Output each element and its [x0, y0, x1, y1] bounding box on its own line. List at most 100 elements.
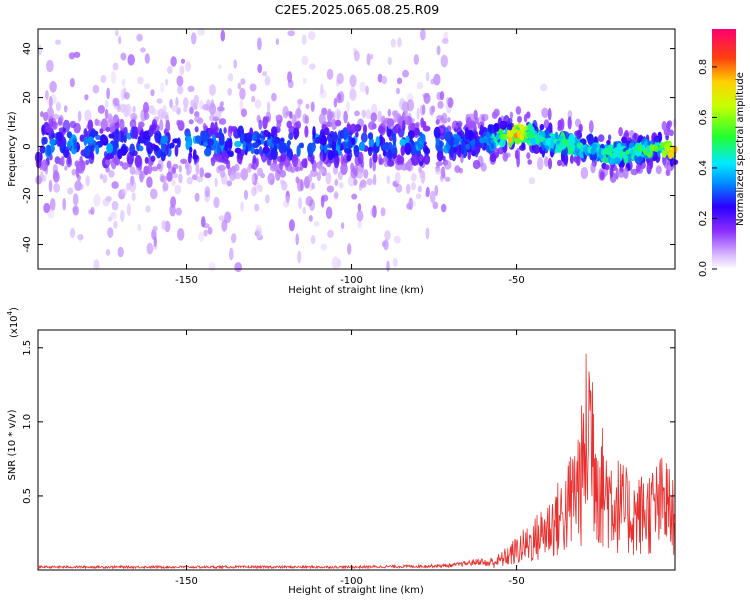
spectrogram-cell: [383, 239, 389, 251]
spectrogram-cell: [392, 133, 397, 145]
spectrogram-x-label: Height of straight line (km): [288, 285, 424, 296]
spectrogram-cell: [396, 87, 400, 95]
spectrogram-cell: [382, 156, 390, 163]
spectrogram-cell: [171, 167, 176, 175]
spectrogram-cell: [289, 111, 293, 119]
spectrogram-cell: [365, 109, 372, 120]
spectrogram-cell: [224, 211, 232, 224]
spectrogram-cell: [387, 56, 392, 66]
spectrogram-cell: [262, 116, 268, 130]
colorbar-tick-label: 0.8: [698, 59, 709, 75]
spectrogram-cell: [262, 71, 268, 77]
spectrogram-cell: [395, 163, 403, 171]
spectrogram-cell: [503, 152, 511, 158]
spectrogram-cell: [441, 118, 448, 124]
spectrogram-cell: [653, 136, 661, 143]
spectrogram-cell: [305, 103, 310, 110]
spectrogram-cell: [533, 144, 540, 154]
spectrogram-cell: [252, 154, 257, 165]
spectrogram-cell: [169, 142, 175, 149]
spectrogram-cell: [465, 143, 471, 150]
spectrogram-cell: [102, 198, 110, 207]
spectrogram-cell: [146, 242, 154, 255]
spectrogram-cell: [517, 115, 522, 123]
spectrogram-cell: [347, 140, 353, 149]
spectrogram-cell: [437, 100, 444, 109]
spectrogram-cell: [175, 207, 182, 216]
spectrogram-cell: [246, 166, 252, 173]
spectrogram-cell: [55, 101, 62, 112]
spectrogram-cell: [73, 139, 77, 150]
spectrogram-cell: [567, 116, 572, 130]
spectrogram-cell: [463, 148, 468, 157]
spectrogram-cell: [422, 125, 431, 132]
spectrogram-cell: [85, 159, 90, 166]
spectrogram-cell: [444, 160, 452, 170]
spectrogram-cell: [180, 58, 186, 64]
spectrogram-cell: [286, 120, 293, 129]
spectrogram-cell: [394, 123, 402, 134]
spectrogram-cell: [527, 159, 532, 165]
spectrogram-cell: [144, 83, 151, 89]
spectrogram-cell: [293, 127, 300, 139]
spectrogram-cell: [351, 137, 356, 146]
spectrogram-cell: [557, 159, 562, 167]
spectrogram-cell: [548, 122, 553, 134]
spectrogram-cell: [161, 143, 166, 153]
spectrogram-cell: [473, 109, 478, 121]
spectrogram-cell: [275, 114, 282, 121]
spectrogram-cell: [346, 100, 350, 112]
spectrogram-cell: [108, 216, 112, 222]
spectrogram-cell: [223, 127, 227, 134]
colorbar-ticks: 0.0 0.2 0.4 0.6 0.8: [698, 59, 717, 277]
spectrogram-cell: [487, 124, 493, 134]
spectrogram-cell: [120, 52, 127, 61]
spectrogram-cell: [435, 161, 443, 167]
spectrogram-cell: [219, 169, 226, 178]
spectrogram-cell: [227, 73, 234, 82]
spectrogram-cell: [185, 61, 192, 72]
spectrogram-cell: [201, 130, 208, 143]
spectrogram-cell: [104, 99, 109, 109]
spectrogram-cell: [150, 89, 155, 97]
spectrogram-cell: [447, 97, 454, 108]
spectrogram-cell: [394, 171, 401, 184]
spectrogram-cell: [66, 131, 72, 139]
spectrogram-cell: [218, 118, 227, 125]
snr-multiplier: (x104): [6, 307, 20, 338]
spectrogram-cell: [420, 170, 426, 184]
spectrogram-cell: [110, 125, 116, 132]
spectrogram-cell: [369, 157, 373, 169]
spectrogram-cell: [151, 109, 158, 116]
spectrogram-cell: [432, 201, 439, 210]
spectrogram-cell: [309, 63, 316, 70]
spectrogram-cell: [516, 154, 520, 168]
spectrogram-cell: [234, 147, 242, 154]
spectrogram-cell: [380, 115, 386, 125]
spectrogram-cell: [358, 183, 363, 191]
spectrogram-cell: [365, 85, 369, 95]
spectrogram-cell: [41, 136, 46, 146]
spectrogram-cell: [467, 130, 474, 142]
spectrogram-cell: [114, 121, 120, 130]
spectrogram-cell: [192, 154, 199, 160]
spectrogram-ridge-cell: [570, 141, 574, 149]
spectrogram-cell: [288, 219, 295, 232]
spectrogram-cell: [162, 182, 169, 192]
spectrogram-cell: [262, 153, 266, 163]
spectrogram-cell: [340, 222, 345, 230]
spectrogram-cell: [139, 171, 144, 183]
spectrogram-cell: [326, 185, 335, 193]
spectrogram-cell: [87, 119, 94, 132]
spectrogram-cell: [397, 37, 402, 48]
spectrogram-cell: [420, 28, 426, 41]
spectrogram-cell: [416, 107, 420, 120]
spectrogram-cell: [139, 137, 147, 144]
spectrogram-cell: [194, 111, 200, 118]
spectrogram-cell: [104, 108, 109, 120]
spectrogram-cell: [132, 105, 136, 113]
spectrogram-cell: [170, 56, 177, 67]
spectrogram-cell: [243, 189, 249, 200]
y-tick-label: 1.0: [22, 414, 33, 430]
spectrogram-cell: [433, 126, 441, 139]
